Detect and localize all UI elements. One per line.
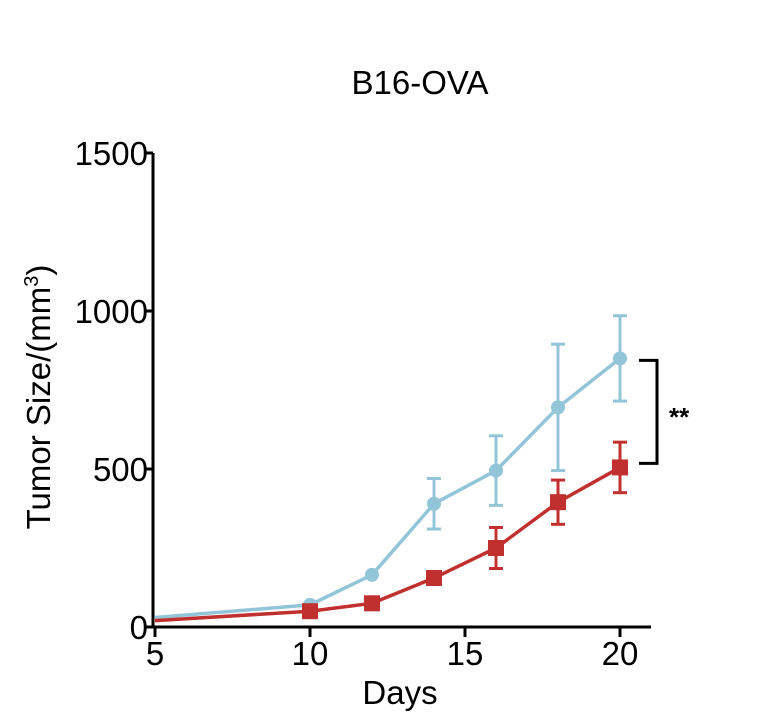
data-point	[365, 567, 379, 582]
y-tick-label: 1500	[75, 135, 148, 172]
x-tick-label: 15	[447, 635, 484, 672]
series-line-red	[154, 465, 621, 623]
data-point	[612, 459, 628, 476]
significance-bracket	[639, 358, 659, 465]
svg-text:Tumor Size/(mm3): Tumor Size/(mm3)	[20, 265, 57, 530]
x-axis-title: Days	[362, 674, 437, 711]
x-ticks: 5 10 15 20	[146, 627, 639, 672]
data-point	[364, 595, 380, 612]
data-point	[550, 494, 566, 511]
y-ticks: 0 500 1000 1500	[75, 135, 153, 646]
x-tick-label: 5	[146, 635, 164, 672]
significance-label: **	[669, 402, 690, 432]
y-axis-title-main: Tumor Size/(mm	[20, 287, 57, 530]
data-point	[489, 463, 503, 478]
chart-title: B16-OVA	[352, 64, 489, 101]
y-tick-label: 0	[130, 609, 148, 646]
data-point	[613, 351, 627, 366]
data-point	[427, 496, 441, 511]
x-tick-label: 10	[292, 635, 329, 672]
series-blue	[154, 314, 627, 620]
series-layer	[154, 314, 628, 623]
series-line-blue	[154, 357, 622, 620]
annotation-layer: **	[639, 358, 690, 465]
data-point	[302, 603, 318, 620]
data-point	[488, 540, 504, 556]
y-axis-title: Tumor Size/(mm3)	[20, 265, 57, 530]
y-tick-label: 500	[93, 451, 148, 488]
data-point	[551, 400, 565, 415]
x-tick-label: 20	[602, 635, 639, 672]
y-axis-title-superscript: 3	[21, 276, 43, 287]
y-axis-title-close: )	[20, 265, 57, 276]
series-red	[154, 440, 628, 623]
data-point	[426, 570, 442, 587]
y-tick-label: 1000	[75, 293, 148, 330]
